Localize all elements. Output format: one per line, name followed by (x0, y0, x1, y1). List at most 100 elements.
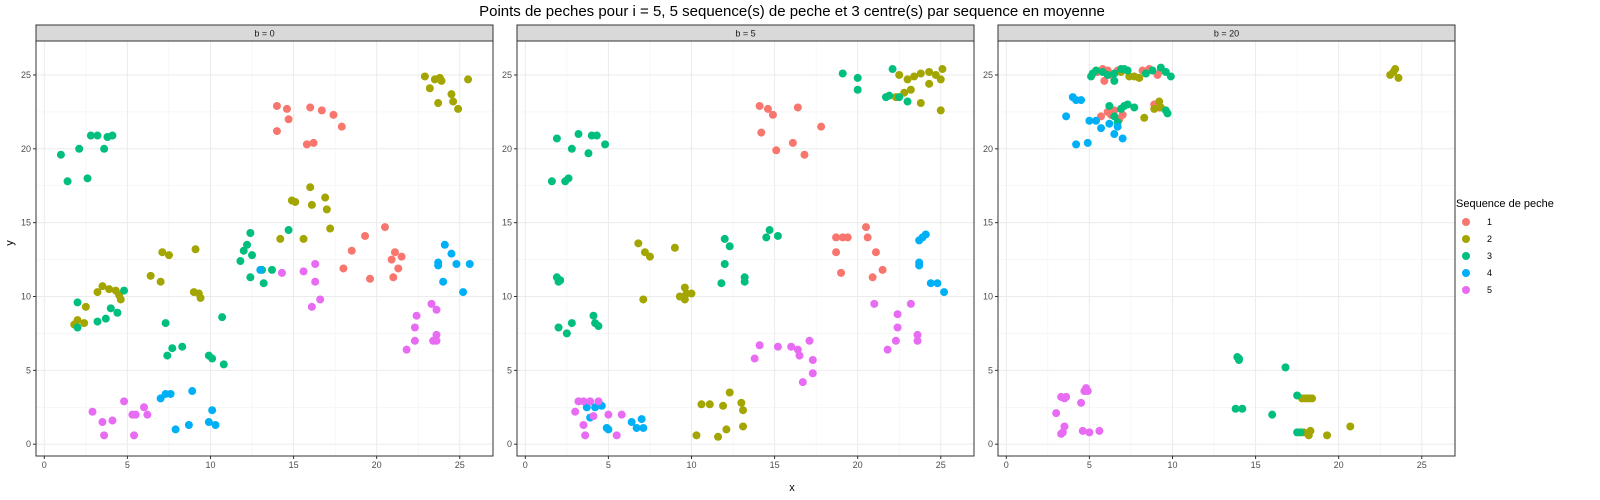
data-point (916, 69, 925, 78)
data-point (73, 298, 82, 307)
data-point (1135, 73, 1144, 82)
data-point (863, 233, 872, 242)
data-point (1077, 398, 1086, 407)
data-point (243, 240, 252, 249)
x-tick-label: 5 (125, 460, 130, 470)
data-point (322, 205, 331, 214)
data-point (772, 146, 781, 155)
data-point (705, 400, 714, 409)
data-point (1323, 431, 1332, 440)
data-point (579, 420, 588, 429)
data-point (757, 128, 766, 137)
data-point (714, 432, 723, 441)
facet-strip-label: b = 0 (254, 29, 274, 39)
data-point (140, 403, 149, 412)
data-point (612, 431, 621, 440)
data-point (697, 400, 706, 409)
data-point (737, 398, 746, 407)
x-tick-label: 25 (455, 460, 465, 470)
data-point (163, 351, 172, 360)
data-point (773, 231, 782, 240)
legend-entry: 2 (1462, 234, 1492, 244)
data-point (158, 248, 167, 257)
data-point (763, 104, 772, 113)
data-point (910, 72, 919, 81)
legend-entry: 4 (1462, 268, 1492, 278)
panel-border (997, 40, 1456, 457)
data-point (146, 271, 155, 280)
data-point (1083, 387, 1092, 396)
data-point (101, 314, 110, 323)
x-tick-label: 20 (1334, 460, 1344, 470)
data-point (267, 265, 276, 274)
facet-strip-label: b = 5 (735, 29, 755, 39)
data-point (1163, 109, 1172, 118)
data-point (347, 246, 356, 255)
data-point (720, 234, 729, 243)
data-point (670, 243, 679, 252)
data-point (750, 354, 759, 363)
data-point (1058, 428, 1067, 437)
data-point (402, 345, 411, 354)
data-point (913, 330, 922, 339)
data-point (562, 329, 571, 338)
legend-entry: 3 (1462, 251, 1492, 261)
data-point (299, 267, 308, 276)
data-point (765, 226, 774, 235)
data-point (306, 183, 315, 192)
data-point (337, 122, 346, 131)
data-point (639, 423, 648, 432)
data-point (389, 273, 398, 282)
data-point (204, 418, 213, 427)
data-point (933, 279, 942, 288)
data-point (895, 93, 904, 102)
data-point (272, 127, 281, 136)
data-point (56, 150, 65, 159)
data-point (93, 317, 102, 326)
y-tick-label: 15 (21, 218, 31, 228)
data-point (582, 403, 591, 412)
data-point (720, 260, 729, 269)
data-point (567, 319, 576, 328)
data-point (787, 342, 796, 351)
data-point (589, 412, 598, 421)
data-point (1077, 96, 1086, 105)
data-point (1110, 130, 1119, 139)
data-point (1231, 404, 1240, 413)
data-point (73, 323, 82, 332)
data-point (440, 240, 449, 249)
data-point (284, 115, 293, 124)
y-tick-label: 20 (502, 144, 512, 154)
data-point (309, 138, 318, 147)
data-point (591, 403, 600, 412)
data-point (1072, 140, 1081, 149)
data-point (311, 260, 320, 269)
data-point (832, 248, 841, 257)
x-tick-label: 15 (770, 460, 780, 470)
data-point (98, 282, 107, 291)
data-point (574, 130, 583, 139)
facet-strip-label: b = 20 (1214, 29, 1239, 39)
data-point (420, 72, 429, 81)
data-point (1123, 66, 1132, 75)
data-point (725, 242, 734, 251)
data-point (838, 69, 847, 78)
data-point (878, 265, 887, 274)
data-point (191, 245, 200, 254)
data-point (1391, 65, 1400, 74)
data-point (120, 397, 129, 406)
data-point (184, 420, 193, 429)
facet-panels: b = 0 0 5 10 15 20 25 0 5 10 15 20 25 b = 5 0 5 10 15 20 25… (21, 24, 1456, 470)
data-point (755, 341, 764, 350)
data-point (425, 84, 434, 93)
panel-border (516, 40, 975, 457)
data-point (871, 248, 880, 257)
data-point (571, 407, 580, 416)
y-tick-label: 15 (983, 218, 993, 228)
data-point (434, 261, 443, 270)
data-point (853, 85, 862, 94)
legend-label: 1 (1487, 217, 1492, 227)
data-point (634, 239, 643, 248)
data-point (164, 251, 173, 260)
data-point (617, 410, 626, 419)
